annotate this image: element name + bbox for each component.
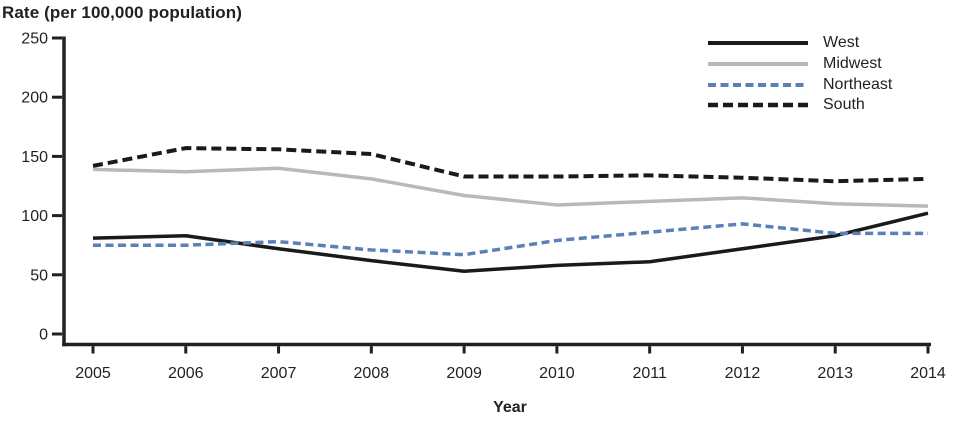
- y-tick-label: 150: [21, 149, 48, 166]
- x-tick-label: 2012: [725, 365, 761, 382]
- legend-label: Northeast: [823, 75, 893, 93]
- y-tick-label: 0: [39, 327, 48, 344]
- legend-line-swatch: [708, 62, 808, 67]
- x-tick-label: 2009: [446, 365, 482, 382]
- legend-line-swatch: [708, 41, 808, 46]
- y-tick-label: 250: [21, 31, 48, 48]
- x-tick-label: 2011: [632, 365, 667, 382]
- y-tick-label: 100: [21, 208, 48, 225]
- legend-item-midwest: Midwest: [708, 54, 892, 75]
- legend-line-swatch: [708, 103, 808, 108]
- legend: West Midwest Northeast South: [708, 33, 892, 116]
- x-tick-label: 2005: [75, 365, 111, 382]
- x-tick-label: 2006: [168, 365, 204, 382]
- legend-item-south: South: [708, 95, 892, 116]
- x-tick-label: 2010: [539, 365, 575, 382]
- x-tick-label: 2007: [261, 365, 297, 382]
- x-tick-label: 2008: [354, 365, 390, 382]
- series-line-south: [92, 146, 929, 184]
- series-line-northeast: [93, 222, 928, 257]
- legend-item-northeast: Northeast: [708, 74, 892, 95]
- y-tick-label: 200: [21, 90, 48, 107]
- y-tick-label: 50: [30, 267, 48, 284]
- x-axis-title: Year: [493, 399, 527, 416]
- legend-label: South: [823, 96, 865, 114]
- y-axis-title: Rate (per 100,000 population): [2, 3, 243, 22]
- legend-item-west: West: [708, 33, 892, 54]
- legend-label: West: [823, 34, 860, 52]
- x-tick-label: 2013: [817, 365, 853, 382]
- x-tick-label: 2014: [910, 365, 946, 382]
- series-line-midwest: [92, 166, 929, 208]
- legend-label: Midwest: [823, 55, 882, 73]
- legend-line-swatch: [708, 82, 808, 87]
